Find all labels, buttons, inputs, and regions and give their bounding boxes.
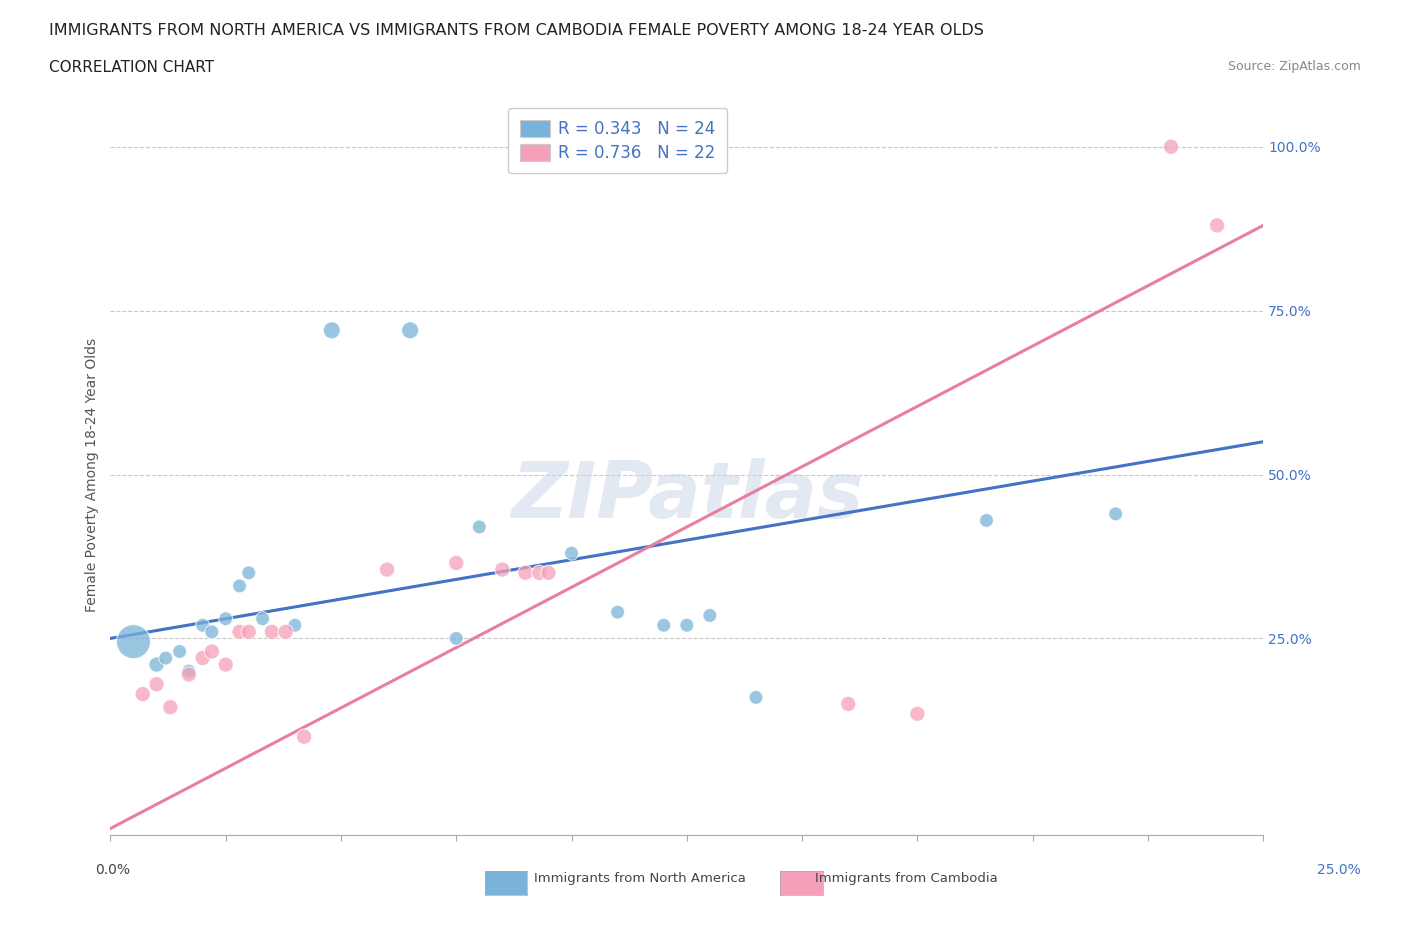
- Point: [159, 699, 181, 714]
- Text: Immigrants from North America: Immigrants from North America: [534, 872, 747, 885]
- Point: [468, 520, 491, 535]
- Point: [446, 631, 468, 645]
- Point: [215, 658, 238, 672]
- Point: [155, 651, 177, 666]
- Point: [699, 608, 721, 623]
- Point: [191, 618, 214, 632]
- Text: Source: ZipAtlas.com: Source: ZipAtlas.com: [1227, 60, 1361, 73]
- Point: [606, 604, 628, 619]
- Text: 25.0%: 25.0%: [1317, 863, 1361, 877]
- Point: [321, 323, 343, 338]
- Point: [905, 707, 928, 722]
- Point: [238, 624, 260, 639]
- Text: ZIPatlas: ZIPatlas: [510, 458, 863, 534]
- Point: [284, 618, 307, 632]
- Text: CORRELATION CHART: CORRELATION CHART: [49, 60, 214, 75]
- Text: 0.0%: 0.0%: [96, 863, 131, 877]
- Point: [201, 624, 224, 639]
- Point: [399, 323, 422, 338]
- Text: IMMIGRANTS FROM NORTH AMERICA VS IMMIGRANTS FROM CAMBODIA FEMALE POVERTY AMONG 1: IMMIGRANTS FROM NORTH AMERICA VS IMMIGRA…: [49, 23, 984, 38]
- Point: [1160, 140, 1182, 154]
- Point: [652, 618, 675, 632]
- Y-axis label: Female Poverty Among 18-24 Year Olds: Female Poverty Among 18-24 Year Olds: [86, 338, 100, 612]
- Point: [122, 634, 145, 649]
- Point: [177, 667, 200, 682]
- Point: [976, 513, 998, 528]
- Point: [145, 677, 167, 692]
- Legend: R = 0.343   N = 24, R = 0.736   N = 22: R = 0.343 N = 24, R = 0.736 N = 22: [508, 108, 727, 173]
- Point: [375, 562, 398, 577]
- Point: [145, 658, 167, 672]
- Text: Immigrants from Cambodia: Immigrants from Cambodia: [815, 872, 998, 885]
- Point: [1104, 507, 1126, 522]
- Point: [228, 578, 250, 593]
- Point: [238, 565, 260, 580]
- Point: [228, 624, 250, 639]
- Point: [446, 555, 468, 570]
- Point: [837, 697, 859, 711]
- Point: [177, 664, 200, 679]
- Point: [169, 644, 191, 659]
- Point: [131, 686, 153, 701]
- Point: [1206, 218, 1229, 232]
- Point: [260, 624, 283, 639]
- Point: [215, 611, 238, 626]
- Point: [274, 624, 297, 639]
- Point: [252, 611, 274, 626]
- Point: [745, 690, 768, 705]
- Point: [292, 729, 315, 744]
- Point: [529, 565, 551, 580]
- Point: [675, 618, 697, 632]
- Point: [191, 651, 214, 666]
- Point: [515, 565, 537, 580]
- Point: [560, 546, 582, 561]
- Point: [537, 565, 560, 580]
- Point: [201, 644, 224, 659]
- Point: [491, 562, 513, 577]
